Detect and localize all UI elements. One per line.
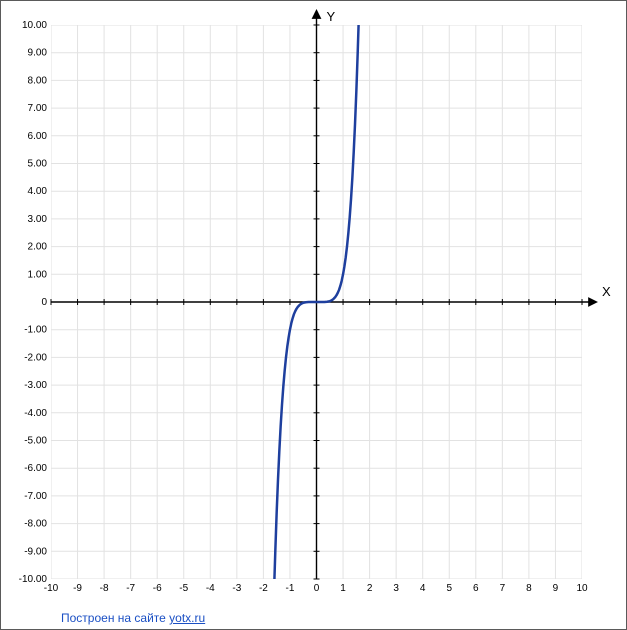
svg-text:3: 3 <box>393 583 399 594</box>
svg-text:-9: -9 <box>73 583 82 594</box>
svg-text:-10.00: -10.00 <box>19 574 48 585</box>
footer-link[interactable]: yotx.ru <box>169 611 205 625</box>
svg-text:7.00: 7.00 <box>28 103 48 114</box>
svg-text:Y: Y <box>327 9 336 24</box>
svg-text:9: 9 <box>553 583 559 594</box>
svg-text:-1.00: -1.00 <box>24 325 47 336</box>
svg-text:10.00: 10.00 <box>22 20 47 31</box>
svg-text:0: 0 <box>41 297 47 308</box>
svg-text:7: 7 <box>500 583 506 594</box>
svg-text:-3.00: -3.00 <box>24 380 47 391</box>
svg-text:4: 4 <box>420 583 426 594</box>
svg-text:-9.00: -9.00 <box>24 546 47 557</box>
svg-text:0: 0 <box>314 583 320 594</box>
chart-area: -10-9-8-7-6-5-4-3-2-1012345678910-10.00-… <box>7 7 620 601</box>
svg-text:3.00: 3.00 <box>28 214 48 225</box>
svg-text:-4.00: -4.00 <box>24 408 47 419</box>
svg-text:-4: -4 <box>206 583 215 594</box>
svg-text:8.00: 8.00 <box>28 75 48 86</box>
chart-svg: -10-9-8-7-6-5-4-3-2-1012345678910-10.00-… <box>7 7 620 601</box>
svg-text:-2.00: -2.00 <box>24 352 47 363</box>
svg-text:-5: -5 <box>179 583 188 594</box>
chart-frame: -10-9-8-7-6-5-4-3-2-1012345678910-10.00-… <box>0 0 627 630</box>
svg-text:2.00: 2.00 <box>28 242 48 253</box>
svg-text:-7: -7 <box>126 583 135 594</box>
svg-text:-3: -3 <box>232 583 241 594</box>
svg-text:10: 10 <box>576 583 588 594</box>
svg-text:9.00: 9.00 <box>28 48 48 59</box>
svg-text:5.00: 5.00 <box>28 159 48 170</box>
svg-text:-8.00: -8.00 <box>24 519 47 530</box>
svg-text:-7.00: -7.00 <box>24 491 47 502</box>
svg-text:6.00: 6.00 <box>28 131 48 142</box>
svg-text:4.00: 4.00 <box>28 186 48 197</box>
svg-text:1: 1 <box>340 583 346 594</box>
svg-text:-6.00: -6.00 <box>24 463 47 474</box>
svg-text:-6: -6 <box>153 583 162 594</box>
svg-text:8: 8 <box>526 583 532 594</box>
svg-text:-2: -2 <box>259 583 268 594</box>
chart-footer: Построен на сайте yotx.ru <box>61 611 205 625</box>
svg-text:X: X <box>602 284 611 299</box>
svg-text:2: 2 <box>367 583 373 594</box>
svg-text:-1: -1 <box>285 583 294 594</box>
svg-text:5: 5 <box>446 583 452 594</box>
svg-text:-8: -8 <box>100 583 109 594</box>
footer-prefix: Построен на сайте <box>61 611 169 625</box>
svg-text:1.00: 1.00 <box>28 269 48 280</box>
svg-text:-5.00: -5.00 <box>24 436 47 447</box>
svg-text:6: 6 <box>473 583 479 594</box>
